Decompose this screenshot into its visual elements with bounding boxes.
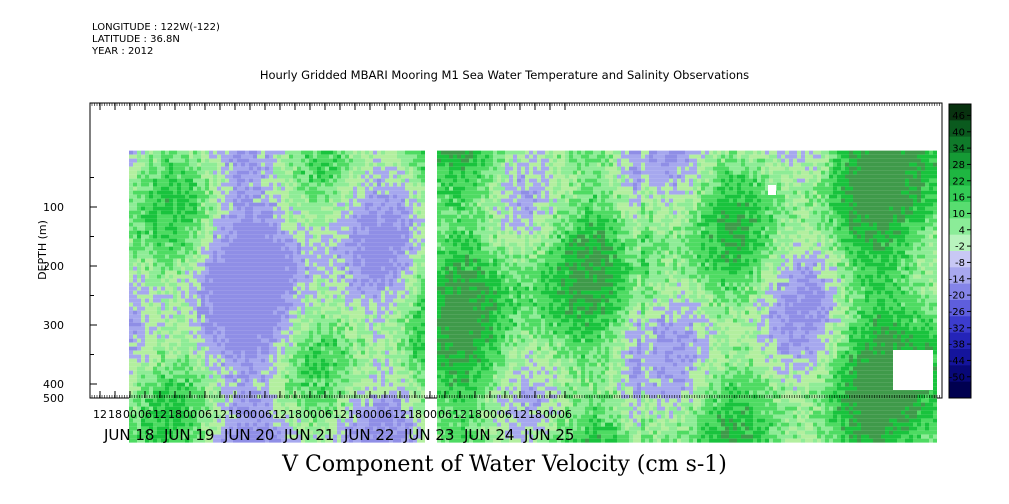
x-date-label: JUN 18 (103, 426, 154, 444)
x-hour-tick-label: 00 (303, 408, 317, 421)
colorbar-swatch (949, 316, 971, 334)
x-hour-tick-label: 18 (108, 408, 122, 421)
x-date-label: JUN 25 (523, 426, 574, 444)
longitude-label: LONGITUDE : 122W(-122) (92, 22, 220, 33)
colorbar-tick-label: 34 (952, 144, 965, 155)
colorbar-tick-label: -20 (949, 291, 965, 302)
x-hour-tick-label: 00 (483, 408, 497, 421)
latitude-label: LATITUDE : 36.8N (92, 34, 180, 45)
colorbar-swatch (949, 202, 971, 219)
y-tick-label: 200 (43, 260, 64, 273)
colorbar-tick-label: 4 (959, 225, 965, 236)
x-hour-tick-label: 00 (123, 408, 137, 421)
x-date-label: JUN 19 (163, 426, 214, 444)
x-hour-tick-label: 06 (378, 408, 392, 421)
colorbar-tick-label: 28 (952, 160, 965, 171)
x-axis-label: V Component of Water Velocity (cm s-1) (282, 452, 727, 477)
x-hour-tick-label: 06 (198, 408, 212, 421)
x-date-label: JUN 24 (463, 426, 514, 444)
colorbar-tick-label: 22 (952, 176, 965, 187)
chart-title: Hourly Gridded MBARI Mooring M1 Sea Wate… (259, 68, 750, 82)
x-hour-tick-label: 12 (333, 408, 347, 421)
colorbar-swatch (949, 300, 971, 317)
x-hour-tick-label: 12 (513, 408, 527, 421)
colorbar-tick-label: 10 (952, 209, 965, 220)
x-hour-tick-label: 00 (243, 408, 257, 421)
y-tick-label: 400 (43, 378, 64, 391)
x-hour-tick-label: 00 (363, 408, 377, 421)
colorbar-swatch (949, 169, 971, 187)
colorbar-tick-label: -32 (949, 323, 965, 334)
x-hour-tick-label: 06 (258, 408, 272, 421)
colorbar-swatch (949, 218, 971, 236)
x-hour-tick-label: 06 (438, 408, 452, 421)
y-tick-label: 100 (43, 201, 64, 214)
x-hour-tick-label: 18 (408, 408, 422, 421)
x-hour-tick-label: 18 (468, 408, 482, 421)
x-hour-tick-label: 06 (138, 408, 152, 421)
x-hour-tick-label: 00 (543, 408, 557, 421)
x-hour-tick-label: 06 (498, 408, 512, 421)
x-hour-tick-label: 12 (213, 408, 227, 421)
colorbar-tick-label: 16 (952, 193, 965, 204)
colorbar-swatch (949, 381, 971, 399)
x-hour-tick-label: 18 (348, 408, 362, 421)
x-hour-tick-label: 18 (528, 408, 542, 421)
missing-data-patch (768, 185, 776, 195)
x-hour-tick-label: 06 (318, 408, 332, 421)
colorbar-tick-label: -2 (955, 242, 965, 253)
colorbar-tick-label: -44 (949, 356, 965, 367)
colorbar-swatch (949, 365, 971, 383)
colorbar-tick-label: -50 (949, 372, 965, 383)
x-hour-tick-label: 00 (183, 408, 197, 421)
colorbar-swatch (949, 283, 971, 301)
colorbar-swatch (949, 349, 971, 366)
y-axis-label: DEPTH (m) (36, 220, 49, 280)
colorbar-swatch (949, 251, 971, 268)
x-date-label: JUN 20 (223, 426, 274, 444)
colorbar-swatch (949, 185, 971, 203)
y-tick-label: 300 (43, 319, 64, 332)
heatmap-field (129, 150, 937, 443)
colorbar-swatch (949, 104, 971, 121)
x-hour-tick-label: 18 (228, 408, 242, 421)
x-date-label: JUN 21 (283, 426, 334, 444)
y-tick-label: 500 (43, 392, 64, 405)
colorbar-tick-label: -26 (949, 307, 965, 318)
colorbar-swatch (949, 136, 971, 154)
colorbar-swatch (949, 267, 971, 285)
x-date-label: JUN 23 (403, 426, 454, 444)
x-hour-tick-label: 12 (393, 408, 407, 421)
x-date-label: JUN 22 (343, 426, 394, 444)
colorbar-tick-label: 46 (952, 111, 965, 122)
colorbar-swatch (949, 153, 971, 170)
missing-data-patch (893, 350, 933, 390)
x-hour-tick-label: 18 (168, 408, 182, 421)
colorbar-swatch (949, 120, 971, 138)
colorbar-tick-label: -14 (949, 274, 965, 285)
x-hour-tick-label: 06 (558, 408, 572, 421)
x-hour-tick-label: 00 (423, 408, 437, 421)
colorbar-tick-label: -38 (949, 340, 965, 351)
colorbar-tick-label: -8 (955, 258, 965, 269)
colorbar-swatch (949, 332, 971, 350)
colorbar-swatch (949, 234, 971, 252)
x-hour-tick-label: 12 (153, 408, 167, 421)
x-hour-tick-label: 18 (288, 408, 302, 421)
x-hour-tick-label: 12 (273, 408, 287, 421)
colorbar-frame (948, 103, 972, 399)
colorbar-tick-label: 40 (952, 127, 965, 138)
x-hour-tick-label: 12 (93, 408, 107, 421)
x-hour-tick-label: 12 (453, 408, 467, 421)
year-label: YEAR : 2012 (92, 46, 154, 57)
